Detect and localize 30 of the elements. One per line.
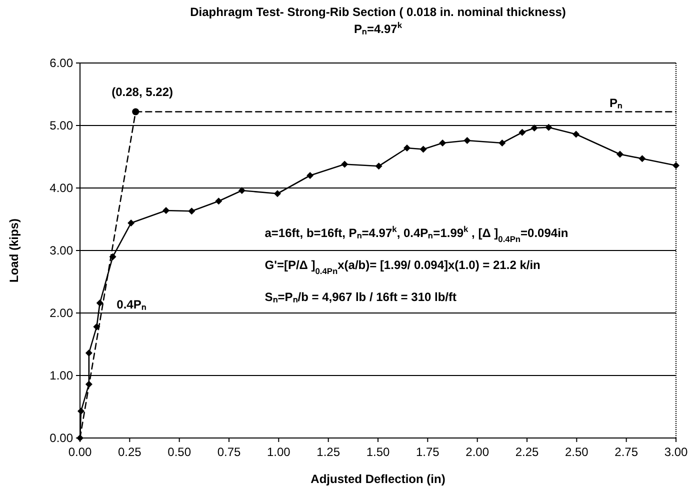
annotation: G'=[P/Δ ]$_{0.4Pn}$x(a/b)= [1.99/ 0.094]x(1.0) = 21.2 k/in <box>264 258 540 276</box>
series-label: Pₙ <box>609 96 623 110</box>
y-axis-title: Load (kips) <box>7 218 21 283</box>
x-axis-title: Adjusted Deflection (in) <box>310 472 446 486</box>
x-tick-label: 1.25 <box>316 445 340 459</box>
x-tick-label: 0.00 <box>68 445 92 459</box>
y-tick-label: 3.00 <box>50 244 74 258</box>
y-tick-label: 4.00 <box>50 181 74 195</box>
annotation: a=16ft, b=16ft, Pₙ=4.97$^{k}$, 0.4Pₙ=1.99$^{k}$ , [Δ ]$_{0.4Pn}$=0.094in <box>264 224 568 244</box>
chart-subtitle: Pₙ=4.97$^{k}$ <box>354 20 402 36</box>
x-tick-label: 1.00 <box>266 445 291 459</box>
x-tick-label: 0.50 <box>168 445 192 459</box>
x-tick-label: 2.25 <box>515 445 539 459</box>
y-tick-label: 2.00 <box>50 306 74 320</box>
x-tick-label: 2.75 <box>614 445 638 459</box>
x-tick-label: 1.75 <box>416 445 440 459</box>
x-tick-label: 2.00 <box>466 445 490 459</box>
x-tick-label: 2.50 <box>564 445 589 459</box>
chart-title: Diaphragm Test- Strong-Rib Section ( 0.018 in. nominal thickness) <box>190 5 566 19</box>
y-tick-label: 6.00 <box>50 56 74 70</box>
y-tick-label: 5.00 <box>50 118 74 132</box>
annotation: Sₙ=Pₙ/b = 4,967 lb / 16ft = 310 lb/ft <box>264 290 457 304</box>
x-tick-label: 0.25 <box>118 445 142 459</box>
annotation: 0.4Pₙ <box>116 298 146 312</box>
x-tick-label: 3.00 <box>664 445 688 459</box>
annotation: (0.28, 5.22) <box>112 84 173 99</box>
y-tick-label: 1.00 <box>50 368 74 382</box>
x-tick-label: 0.75 <box>217 445 241 459</box>
x-tick-label: 1.50 <box>366 445 390 459</box>
y-tick-label: 0.00 <box>50 431 74 445</box>
